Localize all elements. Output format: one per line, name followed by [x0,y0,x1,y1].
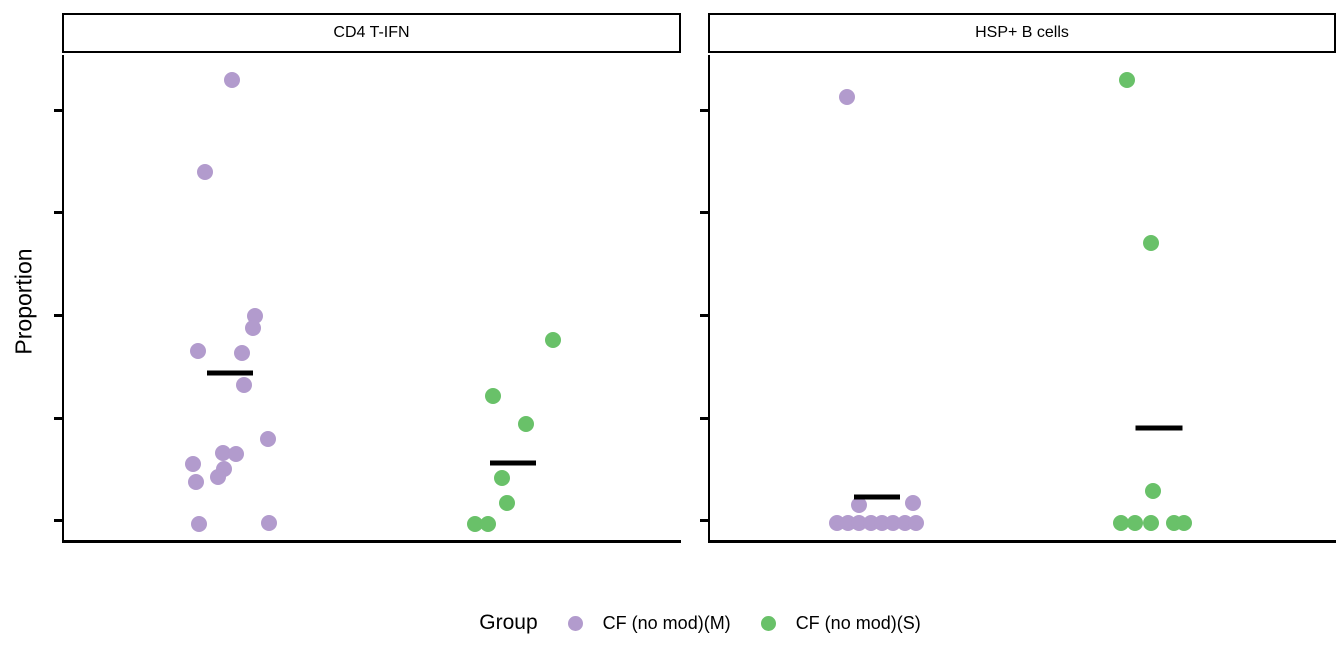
plot-area-cd4-t-ifn [62,55,681,543]
legend-item-cf-no-mod-m: CF (no mod)(M) [567,612,731,634]
data-point-S [485,388,501,404]
data-point-M [851,497,867,513]
data-point-S [518,416,534,432]
data-point-M [190,343,206,359]
y-axis-tick [54,519,62,522]
data-point-M [188,474,204,490]
data-point-M [191,516,207,532]
mean-crossbar-S [1135,425,1183,431]
data-point-S [1127,515,1143,531]
y-axis-tick [54,314,62,317]
legend-item-label: CF (no mod)(S) [795,612,921,633]
data-point-S [499,495,515,511]
legend-item-label: CF (no mod)(M) [602,612,731,633]
y-axis-tick [700,211,708,214]
y-axis-tick [700,417,708,420]
plot-area-hsp-b-cells [708,55,1336,543]
data-point-M [908,515,924,531]
y-axis-tick [700,109,708,112]
data-point-M [905,495,921,511]
legend: Group CF (no mod)(M) CF (no mod)(S) [0,600,1344,646]
data-point-M [234,345,250,361]
legend-item-cf-no-mod-s: CF (no mod)(S) [760,612,921,634]
data-point-S [467,516,483,532]
y-axis-tick [54,211,62,214]
y-axis-tick [54,109,62,112]
legend-key-dot-m [567,615,583,631]
legend-key-dot-s [760,615,776,631]
facet-strip-hsp-b-cells: HSP+ B cells [708,13,1336,53]
mean-crossbar-M [207,370,253,376]
data-point-S [1119,72,1135,88]
y-axis-tick [700,314,708,317]
data-point-M [228,446,244,462]
data-point-M [261,515,277,531]
y-axis-tick [54,417,62,420]
data-point-S [1145,483,1161,499]
data-point-S [1176,515,1192,531]
mean-crossbar-M [854,494,900,500]
data-point-M [215,445,231,461]
facet-strip-cd4-t-ifn: CD4 T-IFN [62,13,681,53]
data-point-M [260,431,276,447]
data-point-S [1143,515,1159,531]
data-point-S [494,470,510,486]
data-point-M [236,377,252,393]
facet-title: CD4 T-IFN [333,24,410,41]
legend-title: Group [479,611,538,634]
data-point-M [839,89,855,105]
data-point-S [545,332,561,348]
data-point-M [224,72,240,88]
y-axis-label: Proportion [10,248,37,355]
y-axis-tick [700,519,708,522]
data-point-M [197,164,213,180]
data-point-S [480,516,496,532]
data-point-S [1143,235,1159,251]
mean-crossbar-S [490,460,536,466]
data-point-M [210,469,226,485]
data-point-S [1113,515,1129,531]
data-point-M [185,456,201,472]
facet-title: HSP+ B cells [975,24,1069,41]
data-point-M [245,320,261,336]
